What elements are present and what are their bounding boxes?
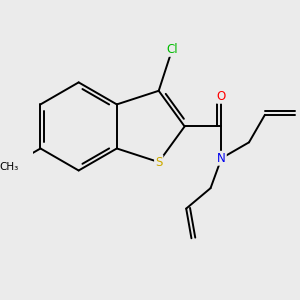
- Text: O: O: [217, 90, 226, 103]
- Text: S: S: [155, 156, 162, 169]
- Text: CH₃: CH₃: [0, 162, 18, 172]
- Text: Cl: Cl: [167, 43, 178, 56]
- Text: N: N: [217, 152, 226, 165]
